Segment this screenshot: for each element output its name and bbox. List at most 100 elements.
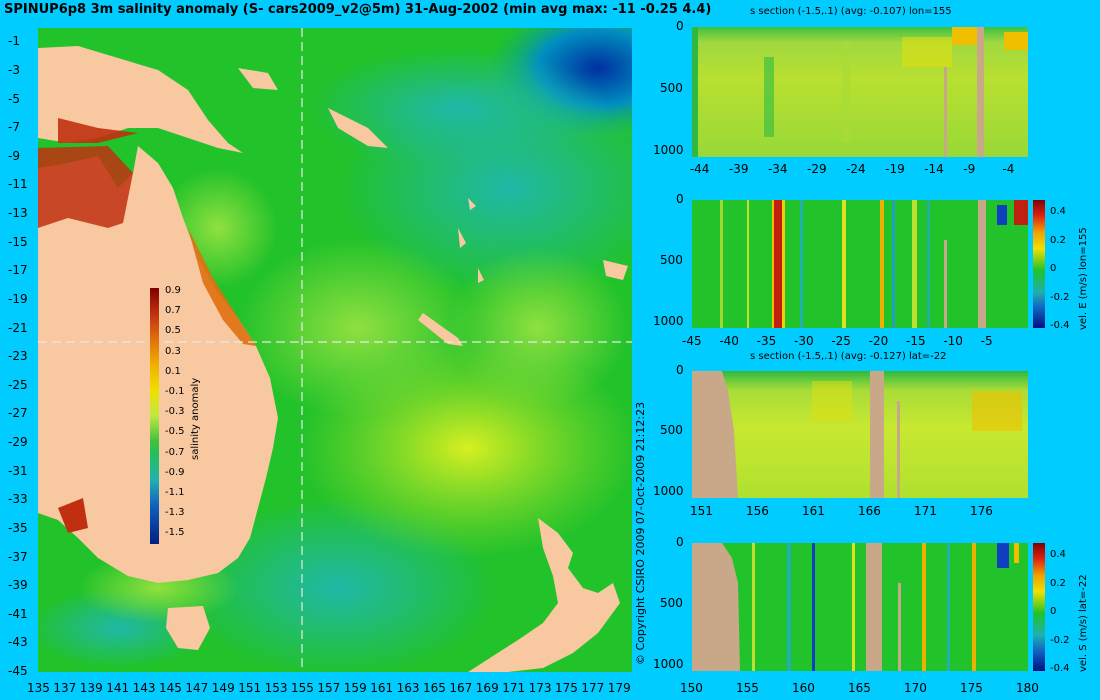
panel1-x-tick: -39 <box>728 162 749 176</box>
panel4-colorbar <box>1033 543 1045 671</box>
map-x-tick: 153 <box>264 681 288 695</box>
panel1-plot <box>692 27 1028 157</box>
panel3-y-tick: 0 <box>676 363 684 377</box>
panel1-title: s section (-1.5,.1) (avg: -0.107) lon=15… <box>750 6 952 17</box>
map-y-tick: -21 <box>8 320 28 335</box>
land-new-zealand <box>468 518 620 672</box>
map-colorbar-label: salinity anomaly <box>190 377 201 460</box>
panel1-y-tick: 0 <box>676 19 684 33</box>
panel4-x-tick: 180 <box>1016 681 1039 695</box>
panel2-x-tick: -25 <box>831 334 851 348</box>
map-x-tick: 163 <box>396 681 420 695</box>
panel1-x-tick: -19 <box>885 162 905 176</box>
map-colorbar-tick: 0.7 <box>165 305 181 317</box>
panel4-y-tick: 1000 <box>653 656 684 671</box>
panel4-plot <box>692 543 1028 671</box>
map-colorbar-tick: 0.5 <box>165 325 181 337</box>
panel2-x-tick: -30 <box>794 334 814 348</box>
panel2-colorbar-tick: -0.2 <box>1050 291 1070 303</box>
map-colorbar-tick: 0.3 <box>165 345 181 357</box>
panel4-x-tick: 150 <box>680 681 703 695</box>
map-x-tick: 143 <box>132 681 156 695</box>
panel4-colorbar-tick: 0.2 <box>1050 577 1066 589</box>
panel4-colorbar-tick: -0.2 <box>1050 634 1070 646</box>
panel2-colorbar-tick: 0 <box>1050 263 1057 274</box>
map-x-tick: 151 <box>238 681 262 695</box>
panel4-x-tick: 155 <box>736 681 759 695</box>
panel4-x-tick: 165 <box>848 681 871 695</box>
map-colorbar-tick: -0.3 <box>165 406 185 418</box>
map-y-tick: -37 <box>8 549 28 564</box>
panel2-x-tick: -10 <box>943 334 963 348</box>
panel4-x-tick: 170 <box>904 681 927 695</box>
map-colorbar-tick: -0.1 <box>165 386 185 397</box>
salinity-map <box>38 28 632 672</box>
panel1-x-tick: -34 <box>767 162 788 176</box>
map-y-tick: -7 <box>8 120 20 135</box>
panel3-plot <box>692 371 1028 498</box>
map-x-tick: 167 <box>449 681 473 695</box>
map-y-tick: -17 <box>8 263 28 278</box>
map-x-tick: 173 <box>528 681 552 695</box>
panel3-x-tick: 171 <box>914 504 937 518</box>
map-y-tick: -19 <box>8 291 28 306</box>
map-y-tick: -41 <box>8 606 28 621</box>
panel2-y-tick: 0 <box>676 192 684 206</box>
panel2-y-tick: 500 <box>660 252 683 267</box>
map-x-tick: 145 <box>159 681 182 695</box>
panel4-colorbar-tick: 0 <box>1050 606 1057 617</box>
panel4-x-tick: 160 <box>792 681 815 695</box>
panel3-x-tick: 161 <box>802 504 825 518</box>
map-x-tick: 149 <box>211 681 235 695</box>
map-y-tick: -45 <box>8 664 28 678</box>
map-x-tick: 175 <box>555 681 578 695</box>
panel2-colorbar-label: vel. E (m/s) lon=155 <box>1078 227 1089 330</box>
panel4-colorbar-label: vel. S (m/s) lat=-22 <box>1078 574 1089 672</box>
copyright-text: © Copyright CSIRO 2009 07-Oct-2009 21:12… <box>634 401 647 665</box>
panel4-x-tick: 175 <box>960 681 983 695</box>
map-colorbar-tick: -1.1 <box>165 487 185 498</box>
panel2-plot <box>692 200 1028 328</box>
map-x-tick: 137 <box>53 681 77 695</box>
panel3-y-tick: 500 <box>660 423 683 438</box>
panel3-title: s section (-1.5,.1) (avg: -0.127) lat=-2… <box>750 351 947 362</box>
panel2-x-tick: -15 <box>906 334 926 348</box>
panel2-colorbar-tick: 0.4 <box>1050 206 1066 217</box>
panel1-y-tick: 1000 <box>653 142 684 157</box>
panel1-x-tick: -9 <box>963 162 976 176</box>
map-y-tick: -43 <box>8 635 28 650</box>
map-x-tick: 165 <box>423 681 446 695</box>
map-y-tick: -35 <box>8 520 28 535</box>
map-colorbar-tick: -1.5 <box>165 527 185 539</box>
map-y-tick: -9 <box>8 148 20 163</box>
panel4-y-tick: 0 <box>676 535 684 549</box>
panel4-colorbar-tick: -0.4 <box>1050 663 1070 674</box>
panel3-x-tick: 166 <box>858 504 881 518</box>
panel3-x-tick: 156 <box>746 504 769 518</box>
map-x-tick: 179 <box>607 681 631 695</box>
map-x-tick: 171 <box>502 681 526 695</box>
map-colorbar-tick: -1.3 <box>165 507 185 519</box>
map-x-tick: 155 <box>291 681 314 695</box>
map-y-tick: -33 <box>8 492 28 507</box>
panel2-y-tick: 1000 <box>653 313 684 328</box>
map-colorbar <box>150 288 159 544</box>
map-y-tick: -5 <box>8 91 20 106</box>
panel1-x-tick: -29 <box>807 162 827 176</box>
map-x-tick: 141 <box>106 681 130 695</box>
map-y-tick: -1 <box>8 34 20 49</box>
panel2-x-tick: -40 <box>719 334 739 348</box>
land-tasmania <box>166 606 210 650</box>
map-y-tick: -13 <box>8 206 28 221</box>
map-colorbar-tick: 0.1 <box>165 365 181 377</box>
panel2-colorbar-tick: -0.4 <box>1050 320 1070 331</box>
map-y-tick: -29 <box>8 435 28 450</box>
panel3-y-tick: 1000 <box>653 483 684 498</box>
map-colorbar-tick: -0.5 <box>165 426 185 438</box>
panel4-colorbar-tick: 0.4 <box>1050 549 1066 560</box>
panel1-x-tick: -14 <box>924 162 944 176</box>
panel1-y-tick: 500 <box>660 80 683 95</box>
map-x-tick: 159 <box>343 681 367 695</box>
panel2-colorbar-tick: 0.2 <box>1050 234 1066 246</box>
panel1-x-tick: -24 <box>846 162 866 176</box>
